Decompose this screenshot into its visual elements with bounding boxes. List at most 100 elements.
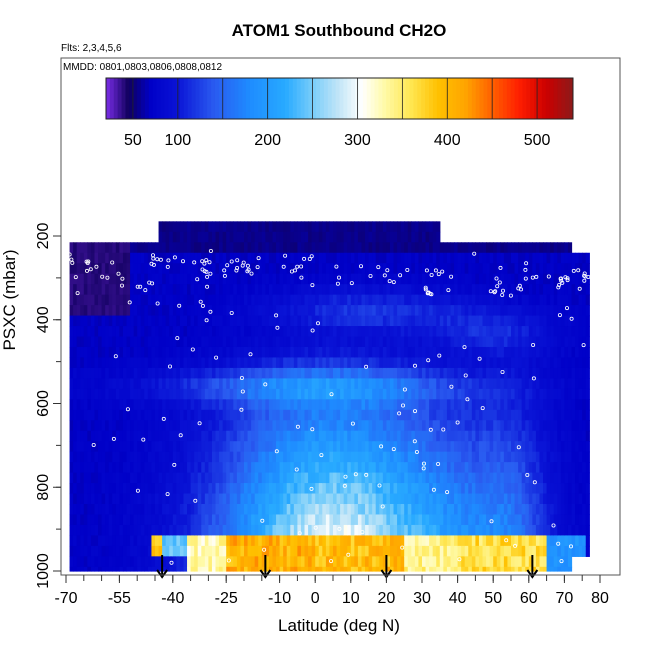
heatmap-cell <box>514 242 519 254</box>
heatmap-cell <box>567 336 573 348</box>
heatmap-cell <box>265 504 270 516</box>
heatmap-cell <box>585 430 590 442</box>
heatmap-cell <box>511 462 516 474</box>
heatmap-cell <box>276 420 281 432</box>
heatmap-cell <box>425 336 430 348</box>
heatmap-cell <box>98 545 103 557</box>
heatmap-cell <box>98 472 103 484</box>
heatmap-cell <box>450 409 455 421</box>
heatmap-cell <box>190 326 195 338</box>
heatmap-cell <box>151 367 156 379</box>
heatmap-cell <box>236 545 242 557</box>
heatmap-cell <box>525 305 530 317</box>
heatmap-cell <box>293 315 298 327</box>
heatmap-cell <box>414 336 420 348</box>
heatmap-cell <box>83 326 88 338</box>
heatmap-cell <box>425 556 430 568</box>
heatmap-cell <box>411 535 416 547</box>
heatmap-cell <box>258 504 263 516</box>
heatmap-cell <box>393 483 398 495</box>
heatmap-cell <box>137 357 142 369</box>
heatmap-cell <box>236 367 242 379</box>
heatmap-cell <box>290 326 295 338</box>
heatmap-cell <box>197 566 202 572</box>
heatmap-cell <box>468 294 473 306</box>
heatmap-cell <box>454 378 459 390</box>
heatmap-cell <box>496 566 501 572</box>
heatmap-cell <box>478 504 484 516</box>
heatmap-cell <box>325 409 331 421</box>
heatmap-cell <box>478 357 484 369</box>
heatmap-cell <box>201 430 206 442</box>
heatmap-cell <box>201 388 206 400</box>
heatmap-cell <box>140 357 145 369</box>
heatmap-cell <box>165 273 170 285</box>
heatmap-cell <box>290 493 295 505</box>
heatmap-cell <box>518 420 523 432</box>
heatmap-cell <box>176 409 181 421</box>
sample-point <box>262 547 267 552</box>
heatmap-cell <box>268 326 274 338</box>
heatmap-cell <box>76 504 81 516</box>
heatmap-cell <box>575 378 580 390</box>
heatmap-cell <box>418 294 423 306</box>
heatmap-cell <box>105 388 110 400</box>
heatmap-cell <box>219 399 224 411</box>
sample-point <box>368 273 373 278</box>
heatmap-cell <box>511 305 516 317</box>
heatmap-cell <box>354 388 359 400</box>
heatmap-cell <box>229 367 234 379</box>
heatmap-cell <box>329 273 334 285</box>
heatmap-cell <box>550 284 555 296</box>
heatmap-cell <box>365 514 370 526</box>
heatmap-cell <box>461 545 466 557</box>
heatmap-cell <box>83 336 88 348</box>
heatmap-cell <box>468 483 473 495</box>
heatmap-cell <box>165 441 170 453</box>
heatmap-cell <box>325 273 331 285</box>
heatmap-cell <box>414 305 420 317</box>
sample-point <box>200 267 205 272</box>
heatmap-cell <box>201 305 206 317</box>
heatmap-cell <box>354 462 359 474</box>
heatmap-cell <box>411 399 416 411</box>
heatmap-cell <box>397 420 402 432</box>
heatmap-cell <box>215 273 220 285</box>
heatmap-cell <box>169 504 174 516</box>
heatmap-cell <box>414 483 420 495</box>
heatmap-cell <box>162 514 167 526</box>
heatmap-cell <box>585 483 590 495</box>
heatmap-cell <box>404 242 409 254</box>
heatmap-cell <box>347 273 352 285</box>
heatmap-cell <box>386 483 391 495</box>
heatmap-cell <box>446 430 452 442</box>
heatmap-cell <box>429 504 434 516</box>
heatmap-cell <box>535 326 541 338</box>
heatmap-cell <box>240 221 245 233</box>
heatmap-cell <box>532 336 537 348</box>
heatmap-cell <box>439 535 444 547</box>
heatmap-cell <box>564 545 569 557</box>
heatmap-cell <box>372 409 377 421</box>
heatmap-cell <box>553 420 558 432</box>
heatmap-cell <box>478 409 484 421</box>
heatmap-cell <box>187 326 192 338</box>
heatmap-cell <box>69 263 74 275</box>
heatmap-cell <box>422 357 427 369</box>
heatmap-cell <box>322 367 327 379</box>
heatmap-cell <box>172 524 177 537</box>
heatmap-cell <box>90 252 96 264</box>
heatmap-cell <box>290 367 295 379</box>
heatmap-cell <box>318 556 323 568</box>
heatmap-cell <box>422 514 427 526</box>
heatmap-cell <box>325 388 331 400</box>
heatmap-cell <box>265 535 270 547</box>
heatmap-cell <box>425 378 430 390</box>
heatmap-cell <box>211 535 217 547</box>
heatmap-cell <box>226 378 231 390</box>
heatmap-cell <box>457 514 462 526</box>
heatmap-cell <box>190 388 195 400</box>
heatmap-cell <box>325 252 331 264</box>
heatmap-cell <box>478 566 484 572</box>
heatmap-cell <box>457 545 462 557</box>
